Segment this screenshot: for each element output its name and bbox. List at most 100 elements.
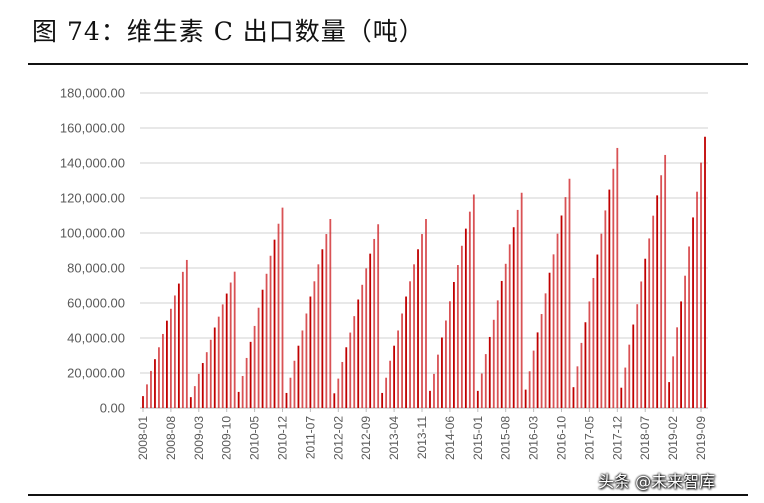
bar [640, 281, 643, 408]
bar [664, 154, 667, 408]
figure-title: 图 74：维生素 C 出口数量（吨） [32, 17, 425, 46]
bar [289, 377, 292, 408]
bar [437, 354, 439, 408]
bar [425, 219, 427, 408]
x-tick-label: 2013-04 [387, 416, 401, 460]
bar [353, 316, 356, 408]
bar [158, 347, 160, 408]
bar [524, 389, 527, 408]
bar [166, 320, 168, 408]
bar [253, 325, 256, 408]
bar [676, 327, 679, 408]
bar [516, 209, 519, 408]
watermark: 头条 @未来智库 [598, 472, 716, 491]
bar [309, 296, 312, 408]
bar [560, 215, 563, 408]
bar [464, 228, 467, 408]
bar [409, 281, 411, 408]
bar [652, 215, 655, 408]
bar [476, 390, 479, 408]
x-tick-label: 2010-12 [276, 416, 290, 460]
bar [377, 224, 380, 408]
bar [612, 168, 615, 408]
x-tick-label: 2017-05 [582, 416, 596, 460]
bar [417, 249, 419, 408]
bar [285, 392, 288, 408]
bar [341, 361, 344, 408]
bar [512, 227, 515, 408]
bar [552, 254, 555, 408]
bar [325, 234, 328, 408]
bar [528, 371, 531, 408]
bar [688, 246, 690, 408]
x-tick-label: 2010-05 [248, 416, 262, 460]
bar [361, 284, 364, 408]
y-tick-label: 160,000.00 [60, 121, 125, 136]
bar [162, 333, 164, 408]
bar [189, 397, 192, 408]
bar [445, 320, 447, 408]
bar [492, 319, 495, 408]
bar [301, 330, 304, 408]
bar [704, 136, 706, 408]
bar [568, 178, 571, 408]
bar [488, 336, 491, 408]
bar [504, 263, 507, 408]
bar [333, 393, 336, 408]
bar [257, 307, 260, 408]
y-tick-label: 180,000.00 [60, 86, 125, 101]
bar [249, 341, 252, 408]
bar [648, 238, 651, 408]
bar [544, 293, 547, 408]
x-tick-label: 2019-02 [666, 416, 680, 460]
bar [169, 308, 172, 408]
bar [233, 271, 236, 408]
x-tick-label: 2015-01 [471, 416, 485, 460]
bar [261, 289, 264, 408]
bar [532, 350, 535, 408]
bar [632, 324, 635, 408]
bar [317, 264, 320, 408]
x-tick-label: 2017-12 [610, 416, 624, 460]
bar [616, 147, 619, 408]
bar [480, 373, 483, 408]
bar [433, 373, 435, 408]
bar [620, 387, 623, 408]
bar [329, 219, 332, 408]
bar [692, 217, 694, 408]
bar [536, 332, 539, 408]
bar [508, 244, 511, 408]
bar [369, 253, 372, 408]
bar [293, 360, 296, 408]
bar [393, 345, 396, 408]
x-tick-label: 2018-07 [638, 416, 652, 460]
bar [500, 280, 503, 408]
bar [684, 275, 686, 408]
bar [337, 378, 340, 408]
bar [281, 207, 284, 408]
bar [696, 191, 698, 408]
bar [405, 296, 407, 408]
bar [146, 384, 148, 408]
bar [628, 344, 631, 408]
bar [600, 233, 603, 408]
bar [229, 282, 232, 408]
bar [142, 396, 144, 408]
bar [608, 189, 611, 408]
y-tick-label: 0.00 [100, 401, 125, 416]
bar [668, 382, 671, 408]
bar [181, 271, 184, 408]
x-tick-label: 2014-06 [443, 416, 457, 460]
x-tick-label: 2011-07 [303, 416, 317, 459]
bar [484, 354, 487, 408]
bar [624, 367, 627, 408]
bar [584, 322, 587, 408]
bar [277, 223, 280, 408]
x-tick-label: 2015-08 [499, 416, 513, 460]
x-tick-label: 2008-01 [136, 416, 150, 460]
bar [385, 377, 388, 408]
bar [273, 239, 276, 408]
bar [150, 370, 152, 408]
bar [173, 295, 176, 408]
bar [452, 282, 455, 408]
